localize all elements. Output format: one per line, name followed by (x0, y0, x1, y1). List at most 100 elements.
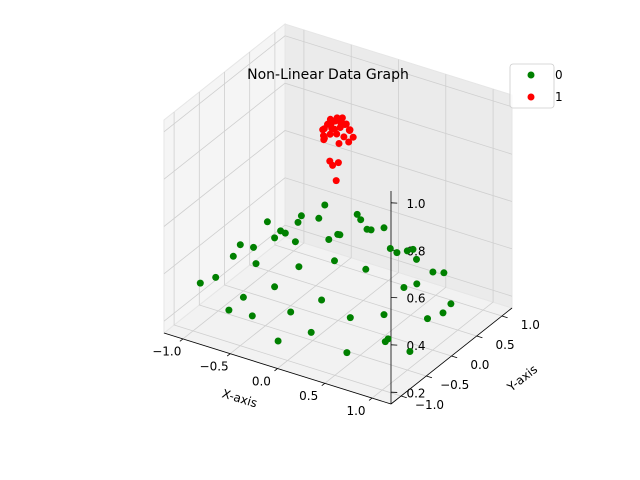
y-tick (451, 355, 458, 359)
axis-ticks: −1.0−0.50.00.51.0 −1.0−0.50.00.51.00.20.4… (152, 191, 540, 418)
x-gridline (229, 44, 352, 355)
data-point-series-0 (406, 348, 414, 355)
data-point-series-0 (440, 269, 448, 277)
y-tick-label: −0.5 (440, 378, 469, 392)
data-point-series-0 (413, 255, 420, 263)
data-point-series-1 (334, 159, 342, 167)
x-tick-label: −0.5 (200, 360, 229, 374)
data-point-series-0 (229, 252, 237, 260)
legend-box (509, 63, 555, 109)
data-point-series-0 (315, 214, 323, 222)
y-tick-label: −1.0 (415, 398, 444, 412)
x-tick (274, 368, 278, 372)
data-point-series-1 (332, 177, 340, 185)
z-gridline (163, 82, 513, 180)
legend-label-1: 1 (555, 90, 563, 104)
data-point-series-0 (409, 245, 417, 253)
data-point-series-0 (357, 216, 365, 224)
x-tick (179, 338, 184, 342)
data-point-series-0 (413, 280, 421, 288)
data-point-series-0 (393, 249, 401, 257)
data-point-series-0 (297, 212, 305, 220)
z-gridline (163, 130, 513, 227)
z-gridline (163, 35, 513, 133)
y-axis-label: Y-axis (504, 362, 540, 395)
legend-label-0: 0 (555, 68, 563, 82)
y-gridline (274, 32, 503, 317)
data-point-series-0 (252, 260, 260, 268)
legend: 01 (509, 63, 563, 109)
data-point-series-0 (381, 338, 389, 346)
data-point-series-0 (447, 300, 455, 308)
chart-title: Non-Linear Data Graph (247, 67, 409, 83)
data-point-series-0 (346, 314, 354, 322)
data-point-series-0 (248, 312, 256, 320)
x-tick-label: 0.0 (252, 374, 271, 388)
legend-marker-0 (527, 71, 535, 79)
y-gridline (249, 52, 477, 337)
y-tick (501, 315, 508, 319)
data-point-series-0 (424, 315, 431, 323)
x-tick (368, 397, 373, 401)
data-point-series-0 (336, 231, 344, 239)
data-point-series-1 (326, 130, 334, 138)
x-gridline (371, 89, 494, 399)
data-point-series-0 (250, 243, 257, 251)
x-tick-label: 1.0 (346, 404, 365, 418)
data-point-series-0 (362, 265, 370, 273)
data-point-series-0 (367, 226, 375, 234)
x-tick (226, 353, 231, 357)
data-point-series-0 (277, 227, 285, 235)
data-point-series-0 (271, 234, 279, 242)
data-points (196, 114, 455, 357)
data-point-series-1 (336, 124, 344, 131)
data-point-series-0 (212, 273, 220, 281)
y-tick (426, 375, 433, 379)
x-gridline (277, 59, 399, 369)
data-point-series-0 (287, 308, 295, 316)
y-tick-label: 0.0 (470, 358, 489, 372)
z-gridline (163, 177, 513, 275)
data-point-series-0 (321, 201, 329, 209)
data-point-series-0 (403, 247, 411, 255)
data-point-series-0 (271, 283, 279, 291)
data-point-series-0 (318, 296, 326, 304)
data-point-series-0 (291, 238, 299, 246)
data-point-series-1 (333, 130, 341, 138)
y-tick (400, 395, 407, 399)
y-tick-label: 0.5 (496, 338, 515, 352)
z-tick-label: 0.2 (406, 386, 425, 400)
data-point-series-0 (429, 268, 437, 276)
data-point-series-0 (400, 284, 408, 291)
y-tick-label: 1.0 (521, 318, 540, 332)
data-point-series-0 (294, 218, 302, 226)
data-point-series-0 (196, 279, 204, 287)
data-point-series-1 (345, 138, 353, 146)
data-point-series-0 (274, 337, 282, 345)
z-tick-label: 0.6 (406, 292, 425, 306)
data-point-series-1 (336, 117, 344, 125)
data-point-series-0 (225, 306, 233, 314)
data-point-series-0 (325, 236, 333, 243)
x-gridline (182, 29, 305, 340)
data-point-series-0 (263, 218, 271, 226)
y-gridline (173, 112, 402, 397)
x-gridline (324, 74, 447, 384)
data-point-series-0 (380, 311, 388, 319)
y-gridline (224, 72, 452, 357)
y-gridline (198, 92, 427, 377)
data-point-series-1 (319, 126, 327, 134)
data-point-series-1 (335, 140, 343, 147)
y-tick (476, 335, 483, 339)
data-point-series-0 (343, 349, 351, 357)
x-axis-label: X-axis (220, 387, 259, 411)
data-point-series-0 (239, 293, 247, 301)
data-point-series-1 (345, 126, 353, 134)
data-point-series-0 (386, 245, 394, 252)
data-point-series-0 (439, 309, 447, 317)
data-point-series-0 (236, 241, 244, 249)
z-tick-label: 1.0 (406, 197, 425, 211)
data-point-series-1 (320, 134, 328, 142)
x-tick-label: −1.0 (152, 345, 181, 359)
